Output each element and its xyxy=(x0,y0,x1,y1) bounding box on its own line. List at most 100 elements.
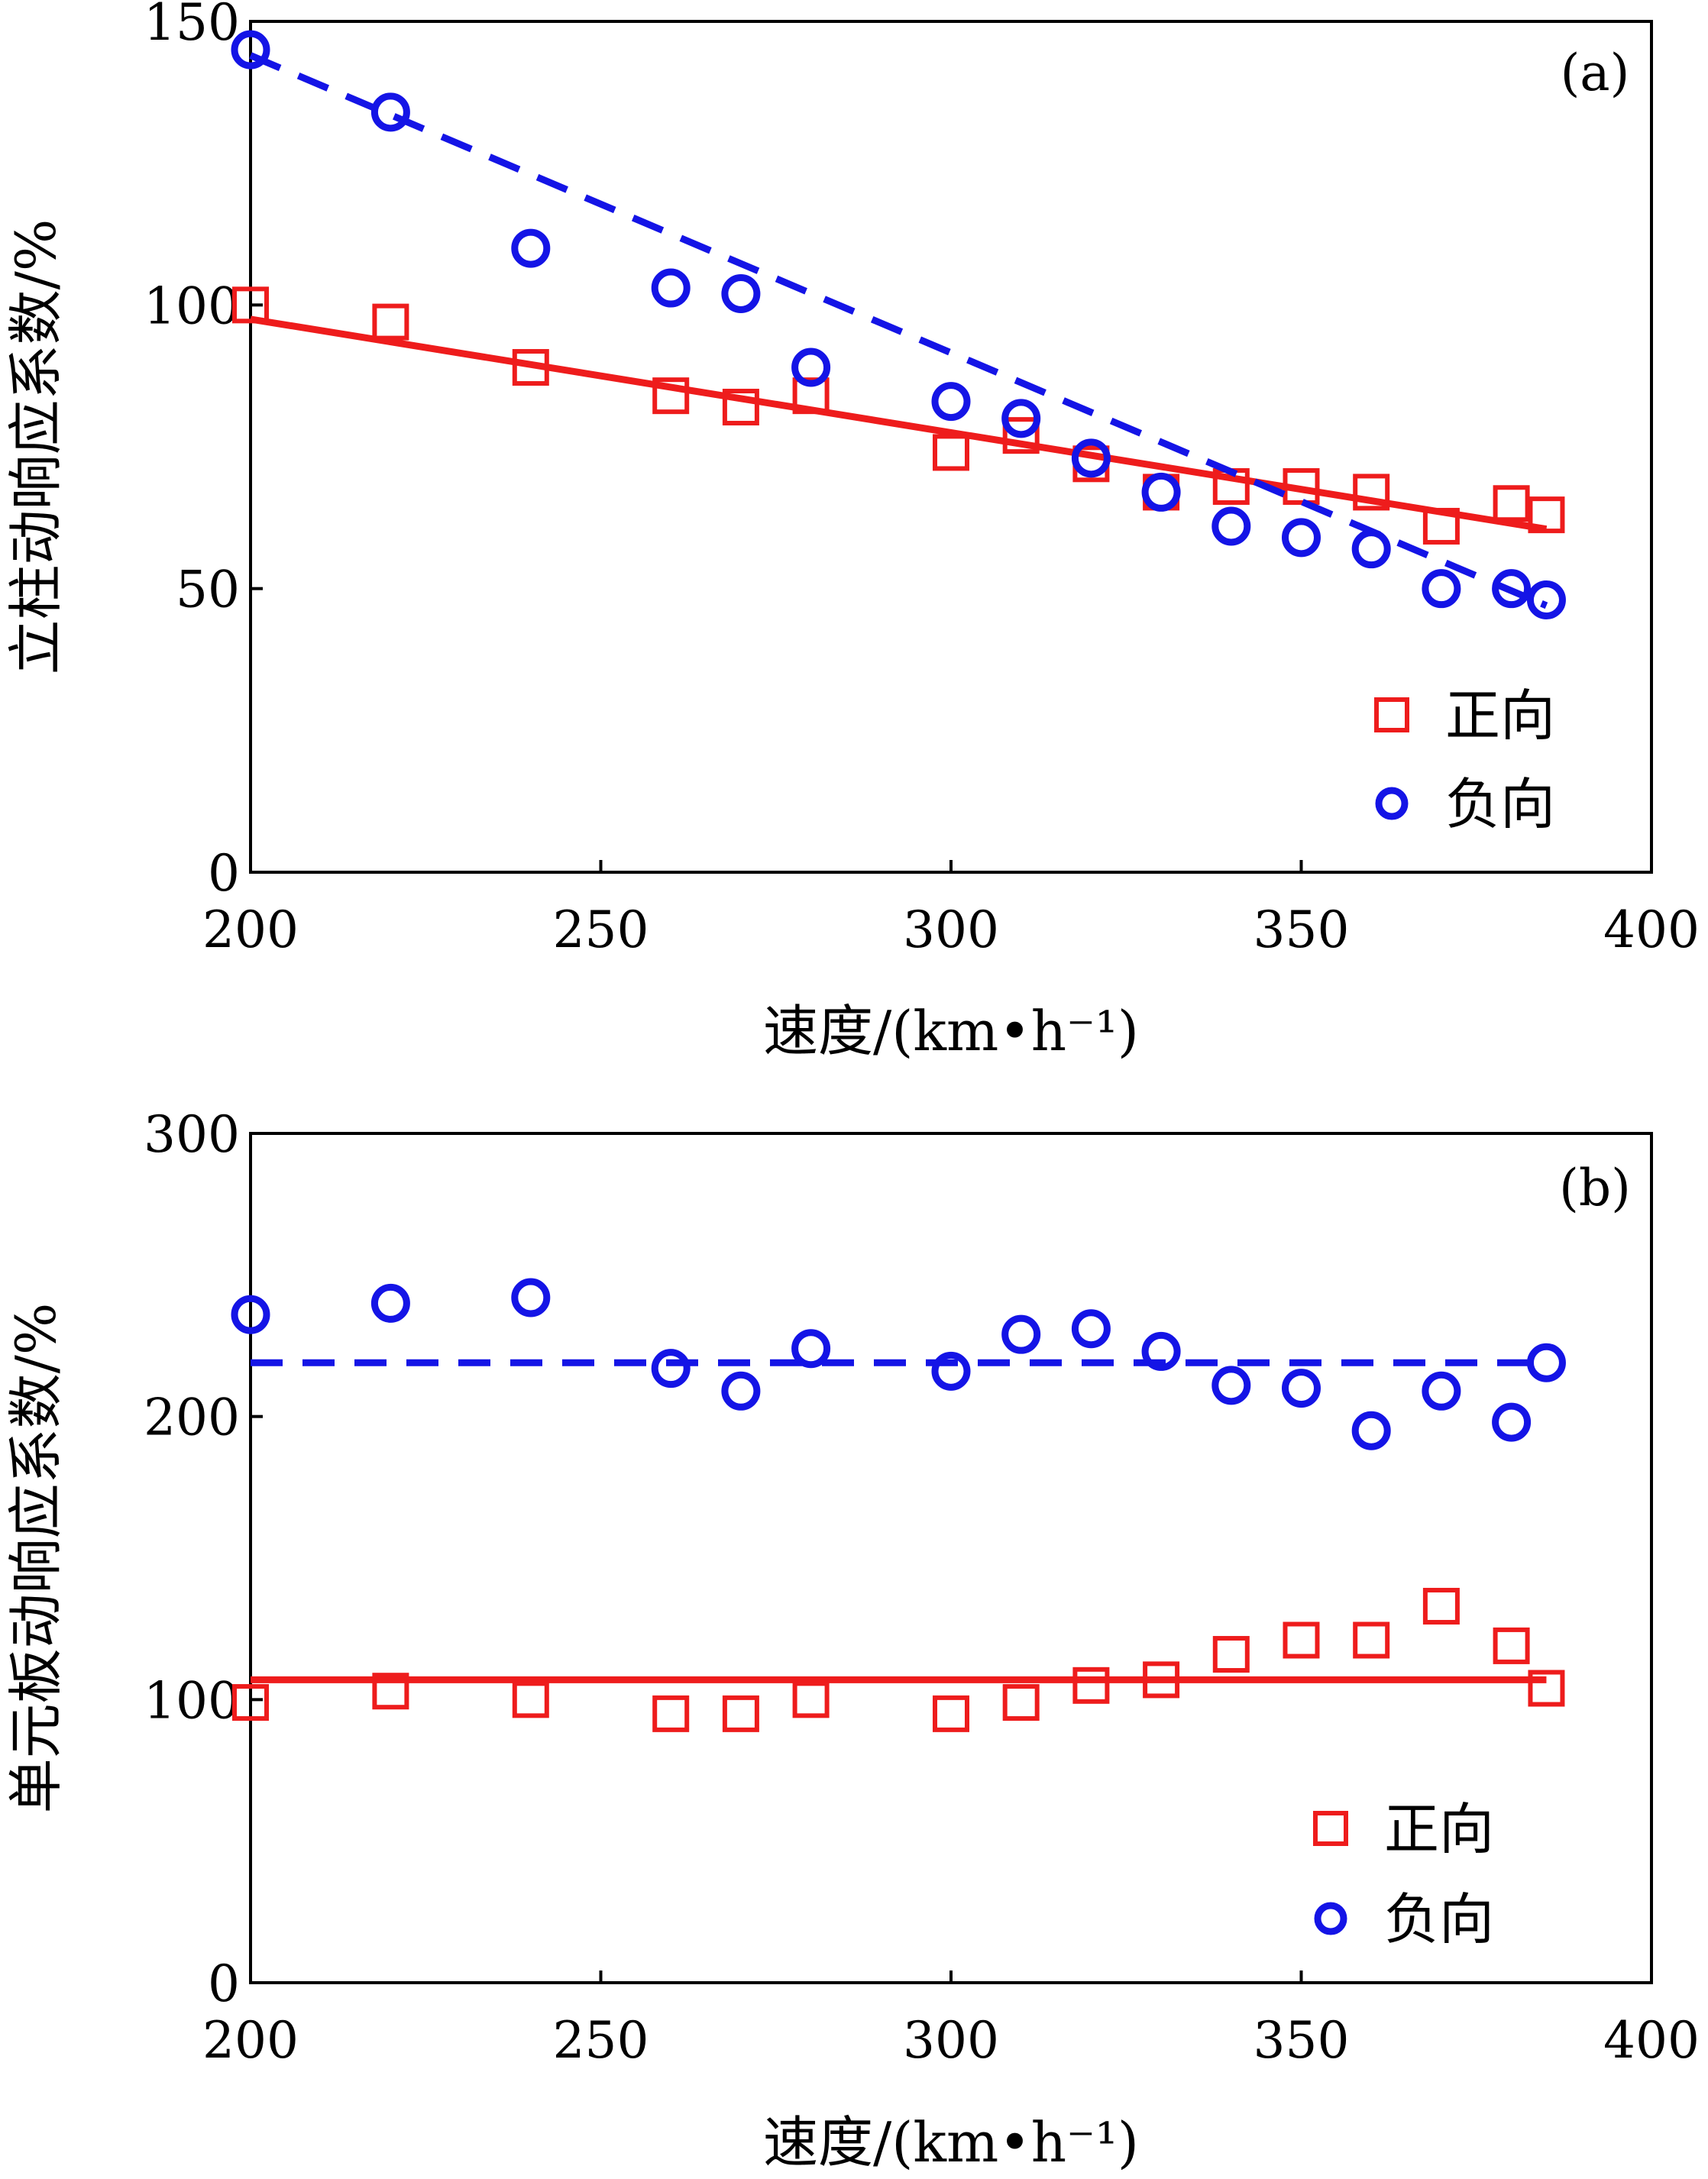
data-point-circle xyxy=(1001,1314,1041,1354)
legend-marker-circle xyxy=(1375,787,1409,820)
data-point-square xyxy=(1283,1621,1320,1659)
data-point-square xyxy=(792,377,830,415)
data-point-circle xyxy=(511,1278,551,1317)
data-point-circle xyxy=(370,92,410,132)
data-point-circle xyxy=(231,30,270,70)
fit-line-dashed xyxy=(249,52,1548,609)
legend-label: 负向 xyxy=(1445,772,1555,836)
data-point-square xyxy=(933,1695,969,1732)
fit-line-solid xyxy=(250,315,1548,533)
data-point-circle xyxy=(651,1349,691,1389)
data-point-circle xyxy=(1071,1309,1111,1349)
data-point-square xyxy=(372,303,409,341)
chart-panel-a: 200 250 300 350 400 0 50 100 150 速度/(km•h⁻¹) 立柱动响应… xyxy=(4,0,1700,1063)
data-point-circle xyxy=(370,1283,410,1323)
series-forward xyxy=(232,1588,1565,1732)
y-tick-label: 300 xyxy=(144,1105,240,1164)
legend-marker-circle xyxy=(1314,1902,1347,1935)
data-point-circle xyxy=(1211,1366,1251,1405)
data-point-circle xyxy=(1211,506,1251,546)
x-axis-title: 速度/(km•h⁻¹) xyxy=(763,999,1139,1063)
data-point-circle xyxy=(1071,438,1111,478)
series-negative xyxy=(231,30,1566,620)
data-point-circle xyxy=(1422,569,1461,609)
legend-marker-square xyxy=(1313,1811,1348,1846)
legend-label: 负向 xyxy=(1384,1887,1494,1951)
x-tick-label: 300 xyxy=(903,900,999,959)
data-point-circle xyxy=(651,268,691,308)
data-point-circle xyxy=(1351,1411,1391,1450)
data-point-circle xyxy=(1141,472,1181,512)
y-tick-label: 150 xyxy=(144,0,240,52)
data-point-square xyxy=(1353,474,1390,511)
data-point-circle xyxy=(1492,569,1532,609)
x-tick-label: 250 xyxy=(553,2011,649,2070)
data-point-square xyxy=(1493,1627,1530,1664)
y-tick-label: 100 xyxy=(144,276,240,335)
x-tick-label: 200 xyxy=(202,2011,299,2070)
y-tick-label: 0 xyxy=(208,844,240,903)
x-tick-label: 350 xyxy=(1254,900,1350,959)
panel-label: (a) xyxy=(1561,44,1630,102)
data-point-square xyxy=(933,434,969,471)
data-point-square xyxy=(232,286,269,324)
data-point-circle xyxy=(1282,1369,1321,1408)
data-point-circle xyxy=(1422,1371,1461,1411)
data-point-square xyxy=(1353,1621,1390,1659)
x-tick-label: 250 xyxy=(553,900,649,959)
data-point-circle xyxy=(931,1351,971,1391)
legend-label: 正向 xyxy=(1445,684,1555,748)
x-tick-label: 350 xyxy=(1254,2011,1350,2070)
data-point-square xyxy=(1422,507,1460,545)
data-point-square xyxy=(1143,1661,1180,1699)
data-point-square xyxy=(1002,1684,1040,1722)
data-point-square xyxy=(232,1684,269,1722)
data-point-circle xyxy=(1141,1331,1181,1371)
data-point-circle xyxy=(791,348,831,387)
data-point-square xyxy=(372,1673,409,1710)
plot-frame xyxy=(249,20,1653,874)
data-point-circle xyxy=(1526,580,1566,620)
y-tick-label: 50 xyxy=(176,561,240,619)
data-point-square xyxy=(792,1681,830,1718)
data-point-circle xyxy=(1351,529,1391,569)
data-point-square xyxy=(512,1681,549,1718)
data-point-square xyxy=(1072,1667,1110,1704)
data-point-square xyxy=(1002,417,1040,454)
legend-label: 正向 xyxy=(1384,1797,1494,1861)
data-point-square xyxy=(722,389,759,426)
data-point-circle xyxy=(721,273,761,313)
series-negative xyxy=(231,1278,1566,1450)
data-point-square xyxy=(1493,485,1530,522)
data-point-circle xyxy=(1282,518,1321,558)
data-point-circle xyxy=(511,228,551,268)
data-point-square xyxy=(1528,1670,1565,1707)
data-point-circle xyxy=(1526,1343,1566,1382)
panel-label: (b) xyxy=(1559,1159,1631,1217)
data-point-circle xyxy=(721,1371,761,1411)
data-point-square xyxy=(1212,1636,1250,1673)
data-point-square xyxy=(1528,496,1565,534)
data-point-circle xyxy=(231,1295,270,1334)
x-tick-label: 200 xyxy=(202,900,299,959)
data-point-circle xyxy=(791,1329,831,1369)
data-point-circle xyxy=(1001,399,1041,438)
x-tick-label: 400 xyxy=(1603,900,1700,959)
y-axis-title: 立柱动响应系数/% xyxy=(4,219,68,675)
x-axis-title: 速度/(km•h⁻¹) xyxy=(763,2110,1139,2174)
data-point-square xyxy=(512,349,549,386)
y-tick-label: 100 xyxy=(144,1671,240,1730)
data-point-square xyxy=(1283,467,1320,505)
x-tick-label: 300 xyxy=(903,2011,999,2070)
data-point-circle xyxy=(1492,1402,1532,1442)
chart-panel-b: 200 250 300 350 400 0 100 200 300 速度/(km•h⁻¹) 单元板动… xyxy=(4,1105,1700,2174)
x-tick-label: 400 xyxy=(1603,2011,1700,2070)
y-axis-title: 单元板动响应系数/% xyxy=(4,1303,68,1814)
data-point-square xyxy=(722,1695,759,1732)
data-point-square xyxy=(652,1695,690,1732)
data-point-square xyxy=(1422,1588,1460,1625)
y-tick-label: 200 xyxy=(144,1389,240,1447)
y-tick-label: 0 xyxy=(208,1954,240,2013)
